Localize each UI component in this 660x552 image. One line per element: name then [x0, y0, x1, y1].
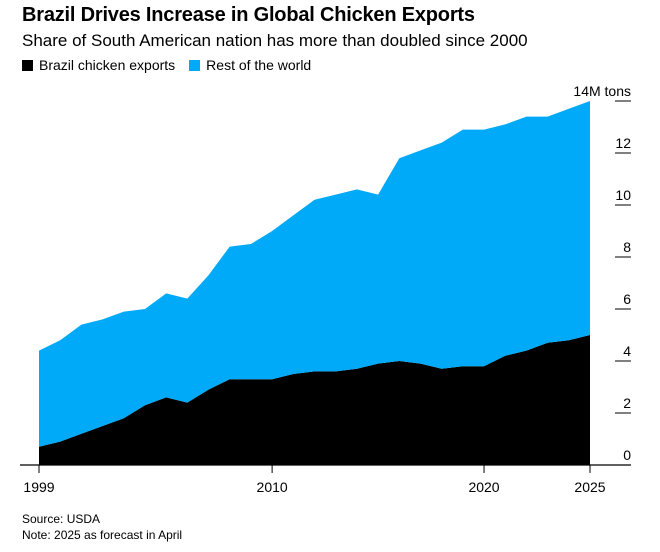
forecast-note: Note: 2025 as forecast in April — [22, 528, 183, 542]
x-tick-label: 2020 — [468, 479, 499, 495]
legend-label-brazil: Brazil chicken exports — [39, 57, 176, 73]
chart-title: Brazil Drives Increase in Global Chicken… — [22, 4, 475, 26]
x-tick-label: 1999 — [23, 479, 54, 495]
y-tick-label: 14M tons — [573, 83, 631, 99]
legend: Brazil chicken exports Rest of the world — [22, 57, 325, 73]
source-note: Source: USDA — [22, 512, 101, 526]
legend-item-rest: Rest of the world — [189, 57, 311, 73]
y-tick-label: 4 — [623, 343, 631, 359]
legend-item-brazil: Brazil chicken exports — [22, 57, 175, 73]
y-tick-label: 10 — [615, 187, 631, 203]
y-tick-label: 0 — [623, 447, 631, 463]
legend-label-rest: Rest of the world — [206, 57, 312, 73]
legend-swatch-brazil — [22, 59, 33, 71]
legend-swatch-rest — [189, 59, 201, 71]
x-tick-label: 2010 — [257, 479, 288, 495]
y-tick-label: 8 — [623, 239, 631, 255]
y-tick-label: 6 — [623, 291, 631, 307]
y-tick-label: 12 — [615, 135, 631, 151]
x-tick-label: 2025 — [574, 479, 605, 495]
area-series-rest — [39, 101, 590, 447]
chart-subtitle: Share of South American nation has more … — [22, 31, 528, 50]
y-tick-label: 2 — [623, 395, 631, 411]
